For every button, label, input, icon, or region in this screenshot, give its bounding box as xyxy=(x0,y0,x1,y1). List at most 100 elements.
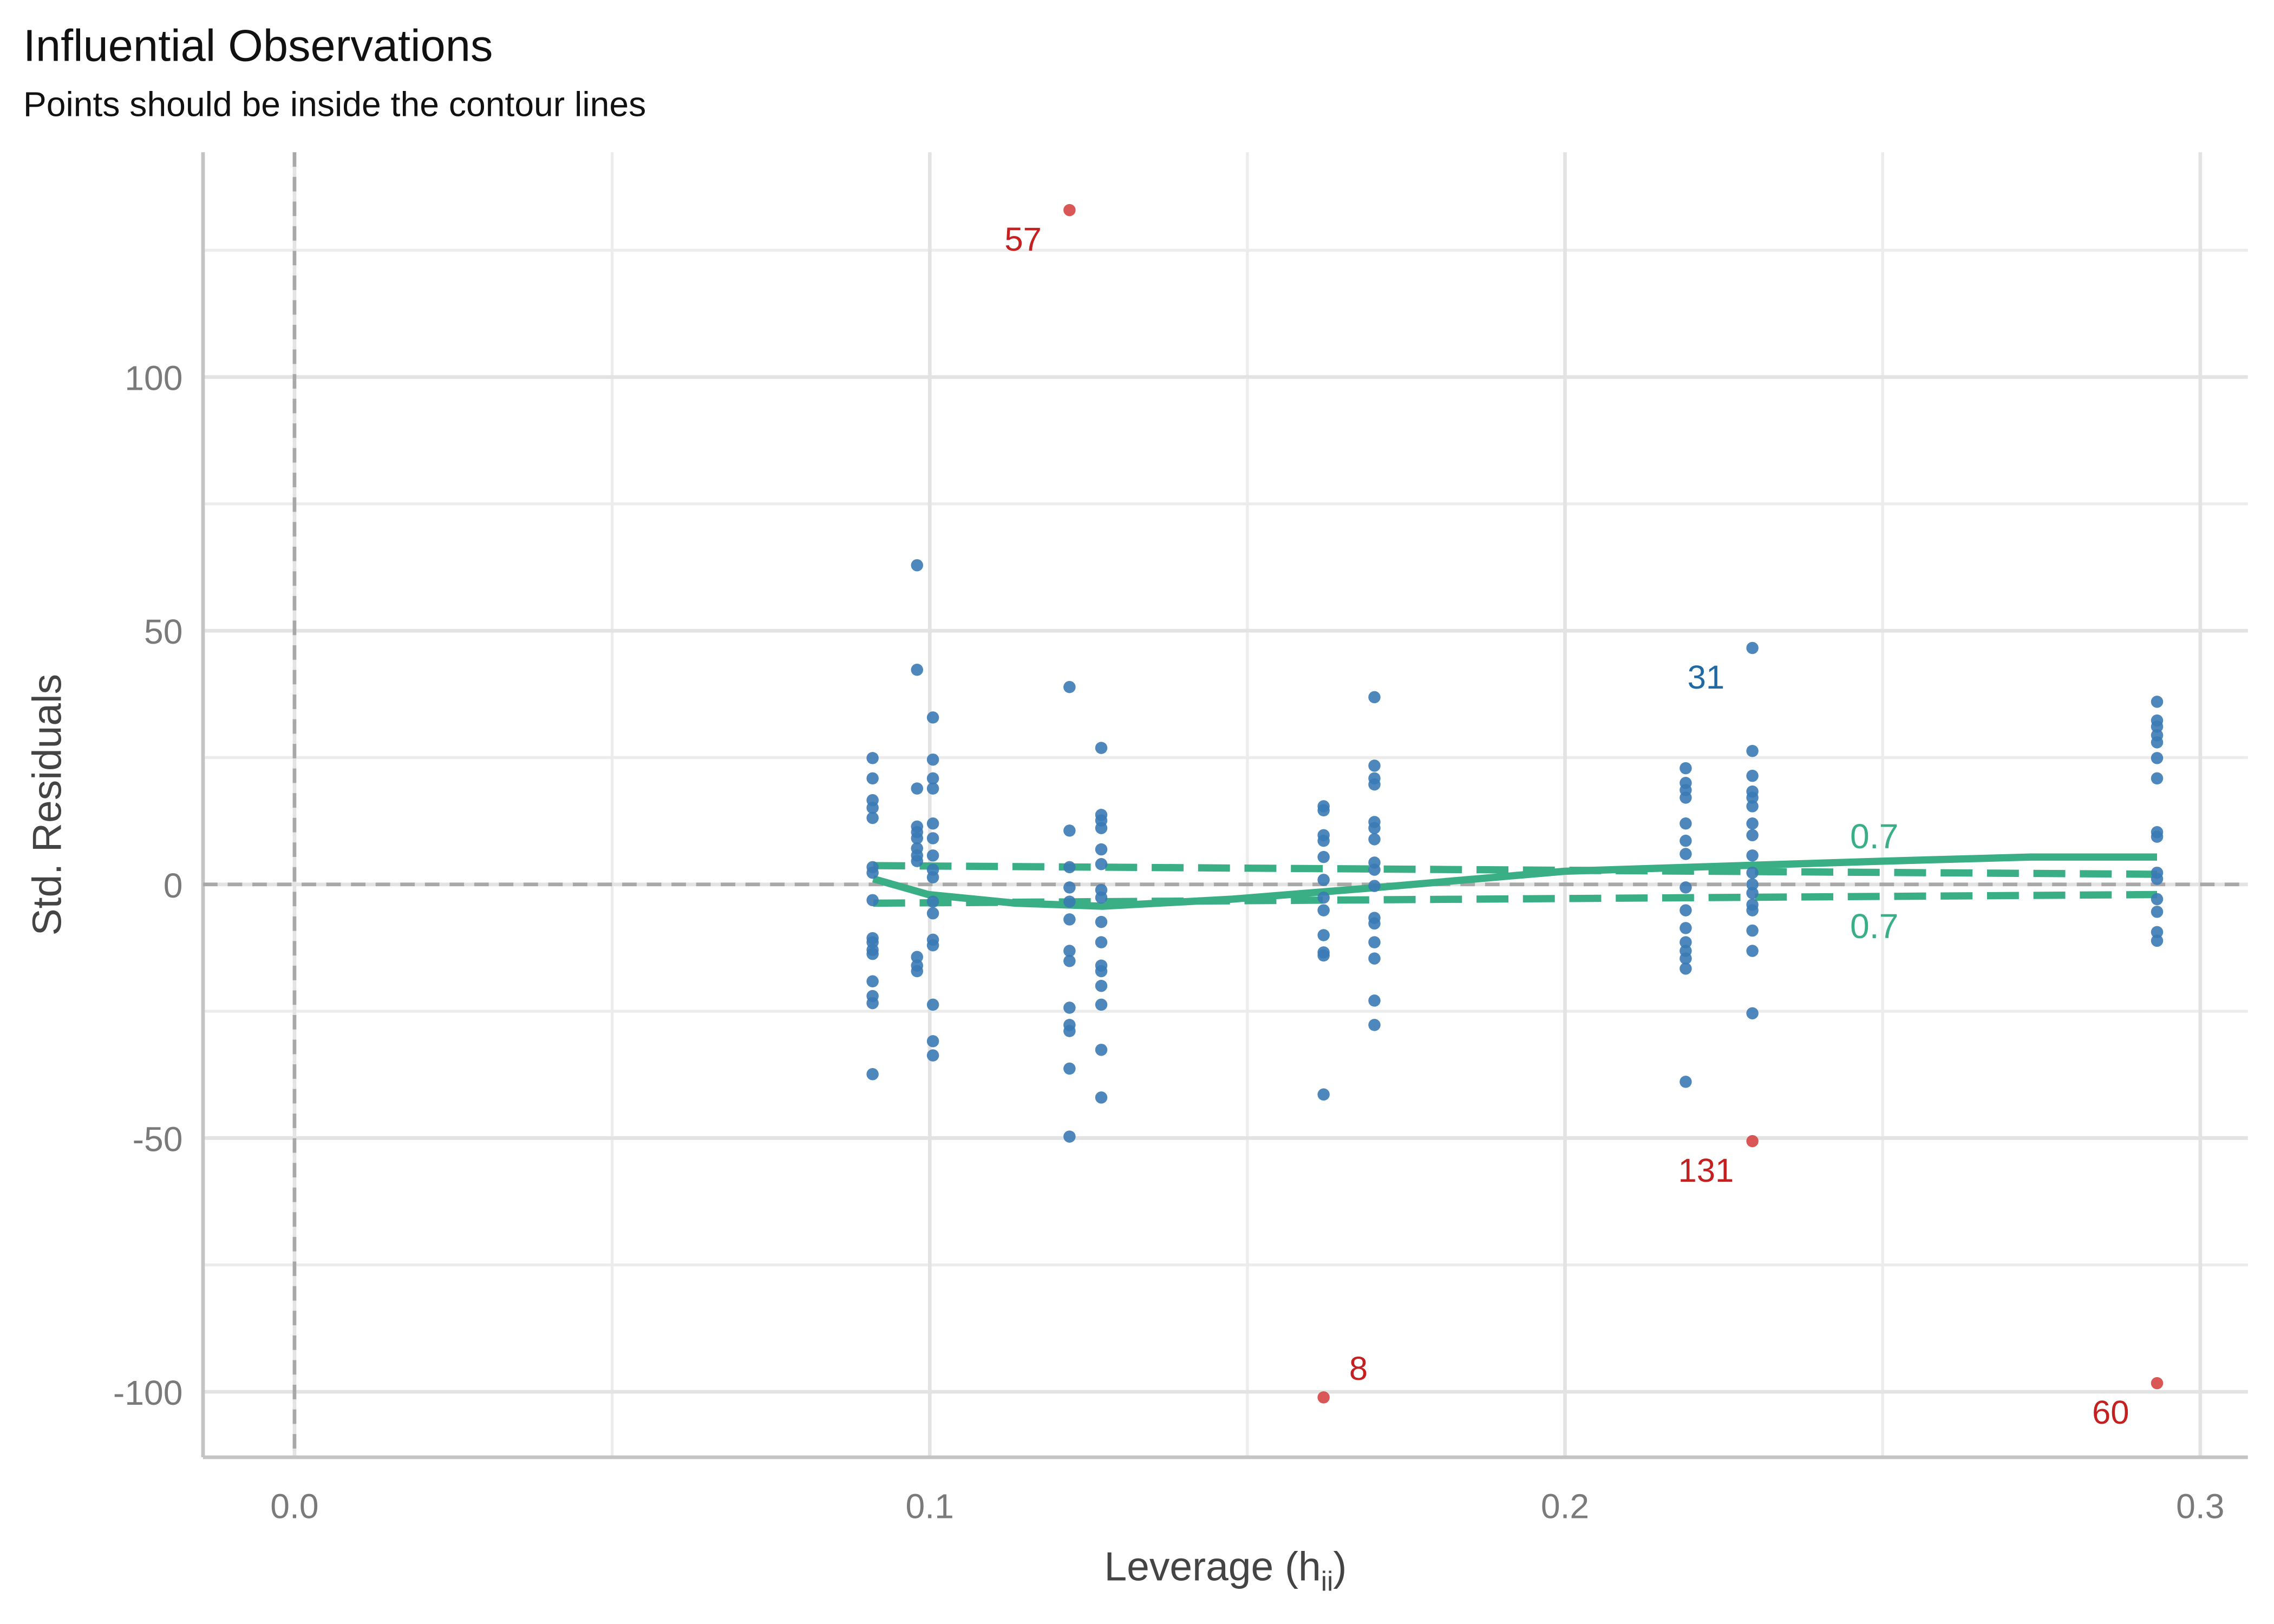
point xyxy=(866,947,879,960)
point xyxy=(926,832,939,844)
point xyxy=(1746,1135,1759,1148)
point xyxy=(1095,742,1108,754)
point-label: 60 xyxy=(2092,1394,2129,1431)
point xyxy=(1368,880,1381,892)
point xyxy=(2151,721,2164,733)
point xyxy=(926,895,939,908)
point xyxy=(911,832,924,844)
point xyxy=(2151,926,2164,939)
point xyxy=(926,782,939,795)
point xyxy=(1317,929,1330,941)
point xyxy=(1680,936,1692,948)
point xyxy=(1317,904,1330,916)
point xyxy=(866,811,879,824)
point xyxy=(1317,804,1330,817)
point xyxy=(2151,772,2164,785)
chart-subtitle: Points should be inside the contour line… xyxy=(23,84,646,123)
point xyxy=(866,752,879,764)
point xyxy=(1680,952,1692,965)
point xyxy=(1746,791,1759,804)
contour-label: 0.7 xyxy=(1850,817,1898,856)
point xyxy=(1095,822,1108,834)
point xyxy=(1746,800,1759,813)
point xyxy=(1368,778,1381,791)
point xyxy=(866,997,879,1010)
point xyxy=(1063,895,1076,908)
point xyxy=(1680,881,1692,894)
point xyxy=(1095,843,1108,856)
point xyxy=(1063,1001,1076,1014)
point xyxy=(926,998,939,1011)
point xyxy=(1095,965,1108,978)
point xyxy=(866,894,879,907)
point xyxy=(2151,830,2164,843)
point xyxy=(1063,824,1076,837)
y-tick-label: 100 xyxy=(125,359,182,398)
point xyxy=(1095,979,1108,992)
point xyxy=(911,951,924,964)
point xyxy=(1063,881,1076,894)
point xyxy=(926,907,939,920)
point xyxy=(926,939,939,952)
point xyxy=(1746,945,1759,957)
point xyxy=(1746,1007,1759,1020)
y-tick-label: -100 xyxy=(113,1373,183,1412)
point xyxy=(1746,849,1759,862)
x-tick-label: 0.1 xyxy=(906,1487,954,1525)
point xyxy=(1368,936,1381,948)
x-tick-label: 0.0 xyxy=(270,1487,318,1525)
point xyxy=(926,817,939,830)
point xyxy=(1680,848,1692,860)
point xyxy=(926,1035,939,1047)
point xyxy=(1368,691,1381,704)
point xyxy=(866,772,879,785)
point xyxy=(1368,759,1381,772)
point xyxy=(911,855,924,867)
point xyxy=(1368,833,1381,846)
point xyxy=(1746,641,1759,654)
point xyxy=(2151,752,2164,764)
point xyxy=(1746,904,1759,916)
point xyxy=(866,975,879,988)
point-label: 131 xyxy=(1678,1152,1734,1189)
contour-line xyxy=(873,890,2158,907)
x-axis-title-subscript: ii xyxy=(1321,1566,1334,1596)
point xyxy=(1095,1091,1108,1104)
point xyxy=(911,965,924,978)
point xyxy=(1317,1391,1330,1404)
point xyxy=(1746,924,1759,937)
point xyxy=(1680,791,1692,804)
y-tick-label: 0 xyxy=(164,866,183,905)
point xyxy=(926,772,939,785)
point xyxy=(926,753,939,766)
point xyxy=(1317,949,1330,962)
point xyxy=(1063,913,1076,926)
point xyxy=(1095,936,1108,948)
point xyxy=(1680,817,1692,830)
contour-line xyxy=(873,862,2158,878)
x-axis-title-text: Leverage (h xyxy=(1104,1544,1321,1589)
point xyxy=(1746,887,1759,899)
point xyxy=(1063,945,1076,957)
x-axis-title-suffix: ) xyxy=(1333,1544,1347,1589)
point xyxy=(2151,736,2164,749)
point xyxy=(1746,878,1759,891)
point xyxy=(1063,1130,1076,1143)
point xyxy=(2151,893,2164,906)
chart-title: Influential Observations xyxy=(23,21,493,71)
point-label: 57 xyxy=(1004,221,1042,258)
point xyxy=(1317,834,1330,847)
y-axis-title: Std. Residuals xyxy=(24,674,70,936)
point xyxy=(2151,1377,2164,1390)
point xyxy=(1317,850,1330,863)
point xyxy=(2151,873,2164,885)
point xyxy=(1680,922,1692,934)
point xyxy=(1063,955,1076,967)
point xyxy=(1680,904,1692,916)
point-label: 31 xyxy=(1688,659,1725,696)
x-axis-title: Leverage (hii) xyxy=(1104,1544,1347,1597)
point xyxy=(1063,1025,1076,1037)
point xyxy=(1680,834,1692,847)
